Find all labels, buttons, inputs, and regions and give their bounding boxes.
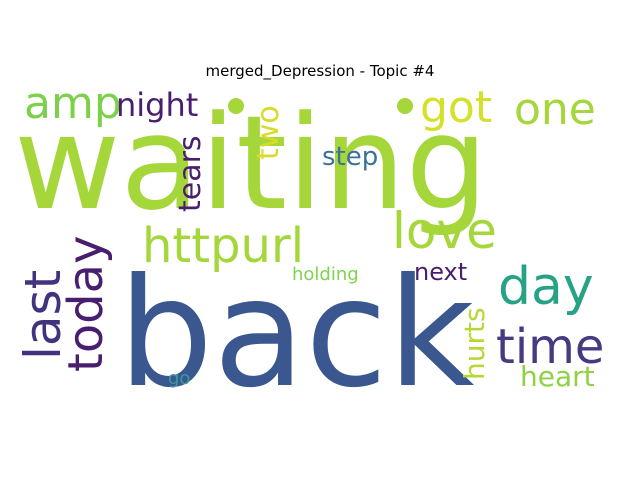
word-step: step: [322, 142, 378, 172]
word-night: night: [116, 86, 198, 124]
word-last: last: [14, 270, 72, 360]
dot-mark: [397, 98, 413, 114]
word-two: two: [251, 105, 286, 160]
word-httpurl: httpurl: [142, 218, 304, 274]
word-back: back: [118, 247, 475, 421]
word-one: one: [514, 84, 596, 135]
word-amp: amp: [24, 78, 122, 129]
word-day: day: [498, 257, 594, 317]
word-heart: heart: [520, 360, 595, 393]
word-next: next: [414, 258, 467, 286]
word-hurts: hurts: [458, 307, 491, 380]
word-got: got: [420, 82, 492, 133]
word-time: time: [496, 319, 604, 375]
dot-mark: [228, 98, 244, 114]
word-love: love: [392, 202, 497, 260]
word-today: today: [58, 236, 114, 372]
word-go: go: [168, 368, 190, 389]
chart-title: merged_Depression - Topic #4: [205, 62, 435, 80]
word-tears: tears: [173, 135, 208, 212]
word-holding: holding: [292, 264, 359, 285]
